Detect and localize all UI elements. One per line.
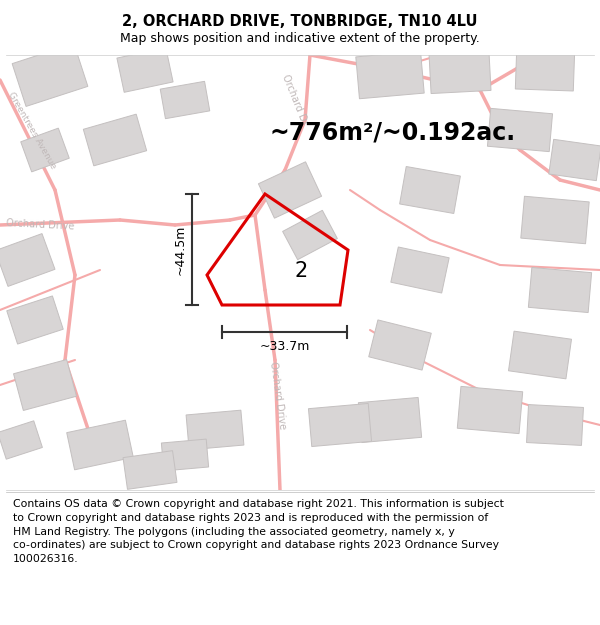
Polygon shape bbox=[161, 439, 209, 471]
Polygon shape bbox=[308, 404, 371, 446]
Text: Map shows position and indicative extent of the property.: Map shows position and indicative extent… bbox=[120, 32, 480, 45]
Polygon shape bbox=[259, 162, 322, 218]
Text: ~33.7m: ~33.7m bbox=[259, 340, 310, 353]
Polygon shape bbox=[160, 81, 210, 119]
Text: ~44.5m: ~44.5m bbox=[174, 224, 187, 275]
Polygon shape bbox=[0, 234, 55, 286]
Polygon shape bbox=[14, 359, 76, 411]
Text: Orchard Drive: Orchard Drive bbox=[268, 361, 288, 429]
Polygon shape bbox=[186, 410, 244, 450]
Polygon shape bbox=[429, 51, 491, 94]
Text: Orchard Drive: Orchard Drive bbox=[5, 218, 74, 232]
Text: 2: 2 bbox=[295, 261, 308, 281]
Polygon shape bbox=[549, 139, 600, 181]
Polygon shape bbox=[83, 114, 146, 166]
Text: Contains OS data © Crown copyright and database right 2021. This information is : Contains OS data © Crown copyright and d… bbox=[13, 499, 504, 564]
Polygon shape bbox=[0, 421, 43, 459]
Polygon shape bbox=[529, 268, 592, 312]
Polygon shape bbox=[67, 420, 133, 470]
Polygon shape bbox=[391, 247, 449, 293]
Text: Orchard Dr: Orchard Dr bbox=[280, 73, 310, 127]
Polygon shape bbox=[117, 48, 173, 92]
Text: Greentrees Avenue: Greentrees Avenue bbox=[7, 90, 58, 170]
Polygon shape bbox=[356, 51, 424, 99]
Polygon shape bbox=[358, 398, 422, 442]
Polygon shape bbox=[12, 44, 88, 106]
Polygon shape bbox=[515, 49, 575, 91]
Polygon shape bbox=[283, 210, 337, 260]
Text: ~776m²/~0.192ac.: ~776m²/~0.192ac. bbox=[270, 120, 516, 144]
Polygon shape bbox=[21, 128, 69, 172]
Polygon shape bbox=[487, 108, 553, 152]
Polygon shape bbox=[457, 386, 523, 434]
Polygon shape bbox=[400, 166, 460, 214]
Polygon shape bbox=[123, 451, 177, 489]
Text: 2, ORCHARD DRIVE, TONBRIDGE, TN10 4LU: 2, ORCHARD DRIVE, TONBRIDGE, TN10 4LU bbox=[122, 14, 478, 29]
Polygon shape bbox=[521, 196, 589, 244]
Polygon shape bbox=[508, 331, 572, 379]
Polygon shape bbox=[369, 320, 431, 370]
Polygon shape bbox=[7, 296, 63, 344]
Polygon shape bbox=[527, 404, 583, 446]
